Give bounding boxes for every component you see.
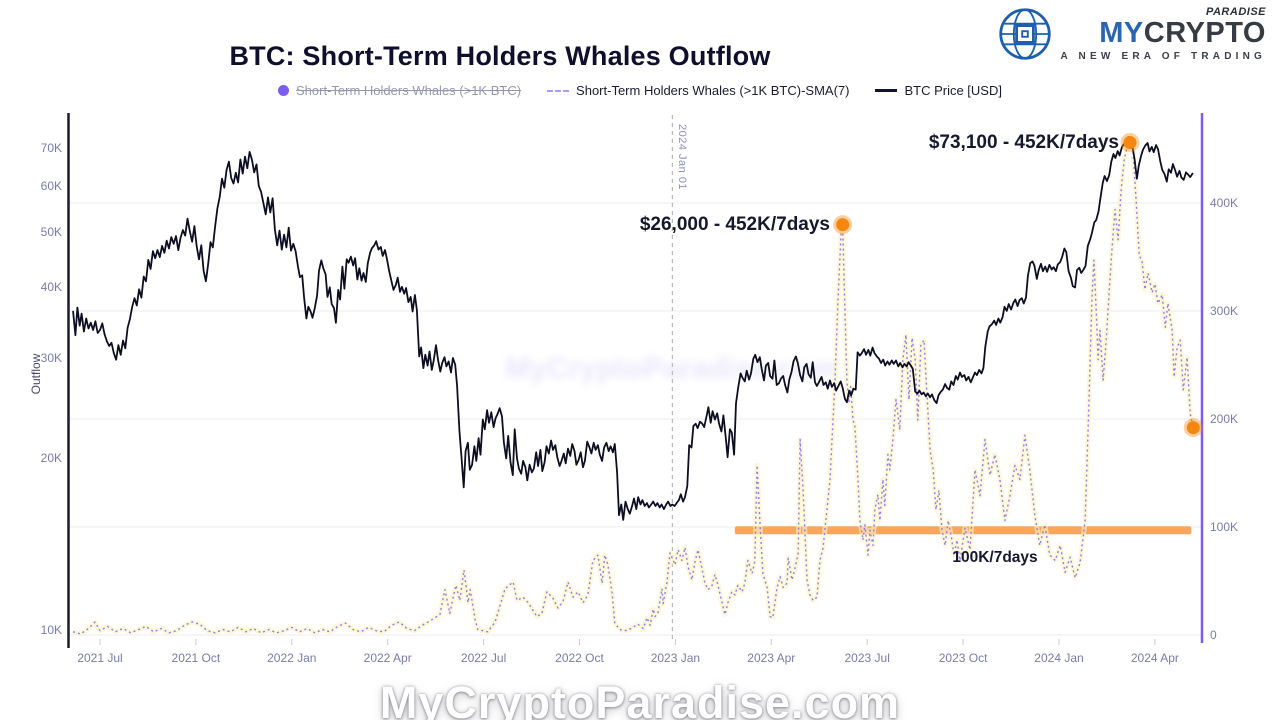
y-right-tick-label: 400K [1210,196,1239,210]
y-left-tick-label: 30K [40,351,62,366]
y-left-tick-label: 50K [40,224,62,239]
y-left-tick-label: 60K [40,179,62,194]
annotation-spike-2024: $73,100 - 452K/7days [928,132,1119,153]
x-tick-label: 2021 Jul [77,651,123,665]
x-tick-label: 2023 Jan [650,651,701,665]
page-title: BTC: Short-Term Holders Whales Outflow [229,41,771,71]
brand-text: PARADISE MYCRYPTO A NEW ERA OF TRADING [1060,5,1266,62]
x-tick-label: 2022 Apr [363,651,412,665]
legend-dash-marker [547,89,570,92]
legend-label: Short-Term Holders Whales (>1K BTC)-SMA(… [576,83,850,98]
legend-item-2[interactable]: BTC Price [USD] [875,83,1002,98]
legend-label: Short-Term Holders Whales (>1K BTC) [296,83,522,98]
globe-circuit-icon [998,8,1051,60]
peak-marker-dot [1186,421,1200,435]
sma-line [72,141,1194,635]
x-tick-label: 2022 Jan [267,651,317,665]
brand-logo: PARADISE MYCRYPTO A NEW ERA OF TRADING [997,6,1266,62]
chart-legend: Short-Term Holders Whales (>1K BTC) Short… [0,83,1280,98]
y-left-tick-label: 10K [40,623,62,637]
left-axis-title: Outflow [29,353,43,395]
y-right-tick-label: 100K [1210,520,1239,534]
y-left-tick-label: 20K [40,451,62,466]
x-tick-label: 2024 Jan [1034,651,1084,665]
legend-label: BTC Price [USD] [904,83,1002,98]
legend-line-marker [875,89,898,92]
legend-dot-marker [278,85,290,96]
x-tick-label: 2021 Oct [171,651,221,665]
y-right-tick-label: 0 [1210,628,1217,642]
y-right-tick-label: 300K [1210,304,1239,318]
x-tick-label: 2023 Oct [938,651,988,665]
x-tick-label: 2024 Apr [1130,651,1179,665]
brand-badge: PARADISE [1205,5,1266,18]
x-tick-label: 2023 Apr [747,651,796,665]
brand-tagline: A NEW ERA OF TRADING [1060,50,1266,62]
legend-item-0[interactable]: Short-Term Holders Whales (>1K BTC) [278,83,521,98]
y-left-tick-label: 70K [40,141,62,156]
reference-line-label: 2024 Jan 01 [676,124,688,191]
y-left-tick-label: 40K [40,279,62,294]
peak-marker-dot [836,218,850,232]
brand-name-crypto: CRYPTO [1143,16,1266,49]
y-right-tick-label: 200K [1210,412,1239,426]
annotation-band-label: 100K/7days [952,549,1038,566]
annotation-spike-2023: $26,000 - 452K/7days [639,214,830,235]
x-tick-label: 2022 Jul [460,651,507,665]
x-tick-label: 2022 Oct [555,651,604,665]
brand-name: MYCRYPTO [1099,16,1266,49]
peak-marker-dot [1123,136,1137,150]
x-tick-label: 2023 Jul [844,651,890,665]
legend-item-1[interactable]: Short-Term Holders Whales (>1K BTC)-SMA(… [547,83,849,98]
btc-price-line [72,136,1194,521]
brand-name-my: MY [1099,16,1144,49]
